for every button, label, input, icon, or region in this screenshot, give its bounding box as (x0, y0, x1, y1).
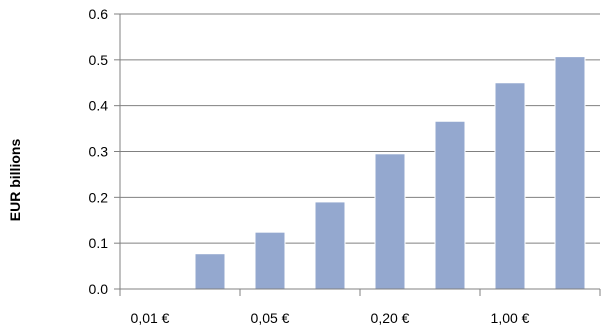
bar (554, 56, 586, 290)
y-tick-label: 0.3 (89, 144, 109, 160)
x-tick-label: 0,01 € (131, 310, 170, 326)
axes (119, 14, 601, 296)
y-tick-label: 0.5 (89, 52, 109, 68)
y-tick-label: 0.1 (89, 235, 109, 251)
y-tick-labels: 0.0 0.1 0.2 0.3 0.4 0.5 0.6 (89, 6, 109, 297)
bars (194, 56, 586, 290)
gridlines (114, 13, 600, 290)
x-tick-label: 0,05 € (251, 310, 290, 326)
x-tick-label: 0,20 € (371, 310, 410, 326)
y-axis-title: EUR billions (7, 139, 23, 222)
y-tick-label: 0.0 (89, 281, 109, 297)
y-tick-label: 0.4 (89, 98, 109, 114)
bar (374, 153, 406, 290)
bar (254, 231, 286, 290)
x-tick-label: 1,00 € (491, 310, 530, 326)
bar (434, 120, 466, 290)
y-tick-label: 0.6 (89, 6, 109, 22)
bar (494, 82, 526, 290)
x-tick-labels: 0,01 € 0,05 € 0,20 € 1,00 € (131, 310, 530, 326)
bar (314, 201, 346, 290)
bar (194, 253, 226, 290)
y-tick-label: 0.2 (89, 189, 109, 205)
